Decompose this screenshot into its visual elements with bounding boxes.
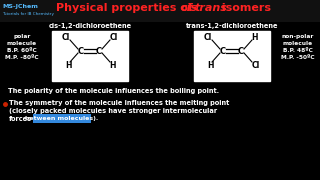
- Text: H: H: [65, 60, 71, 69]
- Text: trans: trans: [195, 3, 228, 13]
- Text: The symmetry of the molecule influences the melting point: The symmetry of the molecule influences …: [9, 100, 229, 106]
- Text: H: H: [207, 60, 213, 69]
- Bar: [0, 0, 320, 22]
- Text: H: H: [251, 33, 257, 42]
- Text: trans-1,2-dichloroethene: trans-1,2-dichloroethene: [186, 23, 278, 29]
- Text: isomers: isomers: [218, 3, 271, 13]
- Text: (closely packed molecules have stronger intermolecular: (closely packed molecules have stronger …: [9, 108, 217, 114]
- Text: cis: cis: [181, 3, 198, 13]
- Text: C: C: [220, 46, 226, 55]
- Text: C: C: [96, 46, 102, 55]
- Text: non-polar
molecule
B.P. 48ºC
M.P. -50ºC: non-polar molecule B.P. 48ºC M.P. -50ºC: [281, 34, 315, 60]
- Text: Tutorials for IB Chemistry: Tutorials for IB Chemistry: [2, 12, 54, 16]
- Text: forces: forces: [9, 116, 32, 122]
- Text: C: C: [78, 46, 84, 55]
- Text: C: C: [238, 46, 244, 55]
- Text: MS-JChem: MS-JChem: [2, 4, 38, 9]
- Bar: [52, 31, 128, 81]
- Text: Physical properties of: Physical properties of: [56, 3, 197, 13]
- Bar: [33, 114, 91, 123]
- Text: between molecules).: between molecules).: [25, 116, 99, 121]
- Text: The polarity of the molecule influences the boiling point.: The polarity of the molecule influences …: [8, 88, 219, 94]
- Text: Cl: Cl: [252, 60, 260, 69]
- Text: Cl: Cl: [110, 33, 118, 42]
- Text: H: H: [109, 60, 115, 69]
- Bar: [194, 31, 270, 81]
- Text: cis-1,2-dichloroethene: cis-1,2-dichloroethene: [48, 23, 132, 29]
- Text: Cl: Cl: [62, 33, 70, 42]
- Text: polar
molecule
B.P. 60ºC
M.P. -80ºC: polar molecule B.P. 60ºC M.P. -80ºC: [5, 34, 39, 60]
- Text: -: -: [191, 3, 196, 13]
- Text: Cl: Cl: [204, 33, 212, 42]
